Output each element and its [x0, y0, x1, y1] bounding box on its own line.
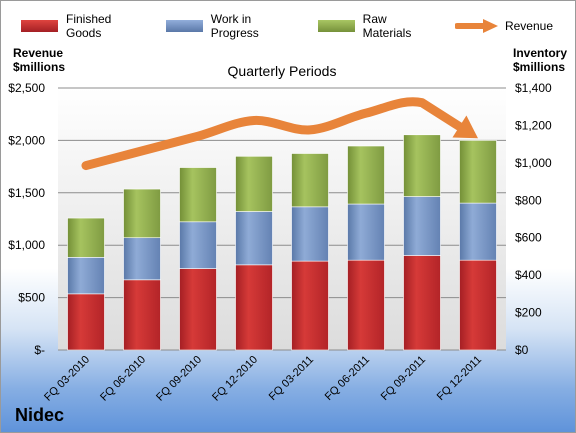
bar-raw-materials	[67, 217, 105, 258]
bar-finished-goods	[347, 259, 385, 351]
legend-swatch-raw-materials	[317, 20, 355, 32]
category-label: FQ 03-2011	[267, 354, 316, 403]
bar-work-in-progress	[459, 202, 497, 261]
category-label: FQ 06-2010	[98, 354, 148, 404]
bar-finished-goods	[403, 255, 441, 351]
revenue-arrow-head	[452, 115, 478, 139]
legend-item-raw-materials: Raw Materials	[317, 12, 433, 40]
left-tick-label: $1,500	[8, 186, 45, 200]
company-name: Nidec	[15, 405, 65, 425]
category-label: FQ 12-2010	[210, 354, 260, 404]
legend-label-raw-materials: Raw Materials	[362, 12, 412, 40]
bar-finished-goods	[291, 260, 329, 351]
legend-label-revenue: Revenue	[504, 19, 554, 33]
bar-raw-materials	[123, 188, 161, 239]
category-label: FQ 06-2011	[323, 354, 372, 403]
left-tick-label: $500	[18, 291, 45, 305]
right-axis-title: Inventory $millions	[513, 46, 568, 74]
bar-raw-materials	[403, 134, 441, 197]
bar-finished-goods	[67, 293, 105, 351]
chart-title: Quarterly Periods	[228, 63, 337, 79]
right-tick-label: $0	[515, 343, 529, 357]
bar-raw-materials	[347, 145, 385, 205]
category-label: FQ 09-2010	[154, 354, 204, 404]
left-axis-title: Revenue $millions	[13, 46, 66, 74]
left-tick-label: $1,000	[8, 238, 45, 252]
category-label: FQ 09-2011	[379, 354, 428, 403]
legend: Finished Goods Work in Progress Raw Mate…	[21, 12, 575, 40]
right-tick-label: $800	[515, 193, 542, 207]
legend-item-work-in-progress: Work in Progress	[165, 12, 296, 40]
left-tick-label: $2,000	[8, 133, 45, 147]
right-tick-label: $1,200	[515, 118, 552, 132]
legend-swatch-work-in-progress	[165, 20, 203, 32]
bar-finished-goods	[123, 279, 161, 351]
bar-finished-goods	[459, 259, 497, 351]
right-tick-label: $400	[515, 268, 542, 282]
legend-swatch-finished-goods	[21, 20, 58, 32]
bar-finished-goods	[179, 268, 217, 351]
legend-label-work-in-progress: Work in Progress	[210, 12, 259, 40]
bar-work-in-progress	[347, 203, 385, 261]
right-tick-label: $1,400	[515, 81, 552, 95]
bar-work-in-progress	[291, 206, 329, 262]
bar-raw-materials	[459, 140, 497, 204]
right-tick-label: $600	[515, 231, 542, 245]
right-tick-label: $1,000	[515, 156, 552, 170]
legend-item-finished-goods: Finished Goods	[21, 12, 144, 40]
bar-raw-materials	[291, 153, 329, 208]
category-label: FQ 12-2011	[435, 354, 484, 403]
bar-work-in-progress	[235, 211, 273, 266]
bar-work-in-progress	[67, 257, 105, 295]
legend-arrow-icon	[454, 19, 498, 33]
bar-raw-materials	[235, 156, 273, 212]
left-tick-label: $2,500	[8, 81, 45, 95]
legend-item-revenue: Revenue	[454, 19, 554, 33]
revenue-line	[81, 97, 464, 171]
bar-finished-goods	[235, 264, 273, 351]
category-label: FQ 03-2010	[42, 354, 92, 404]
right-tick-label: $200	[515, 306, 542, 320]
bar-work-in-progress	[123, 237, 161, 281]
bar-work-in-progress	[179, 221, 217, 269]
bar-work-in-progress	[403, 196, 441, 256]
left-tick-label: $-	[34, 343, 45, 357]
bar-raw-materials	[179, 167, 217, 223]
legend-label-finished-goods: Finished Goods	[66, 12, 112, 40]
